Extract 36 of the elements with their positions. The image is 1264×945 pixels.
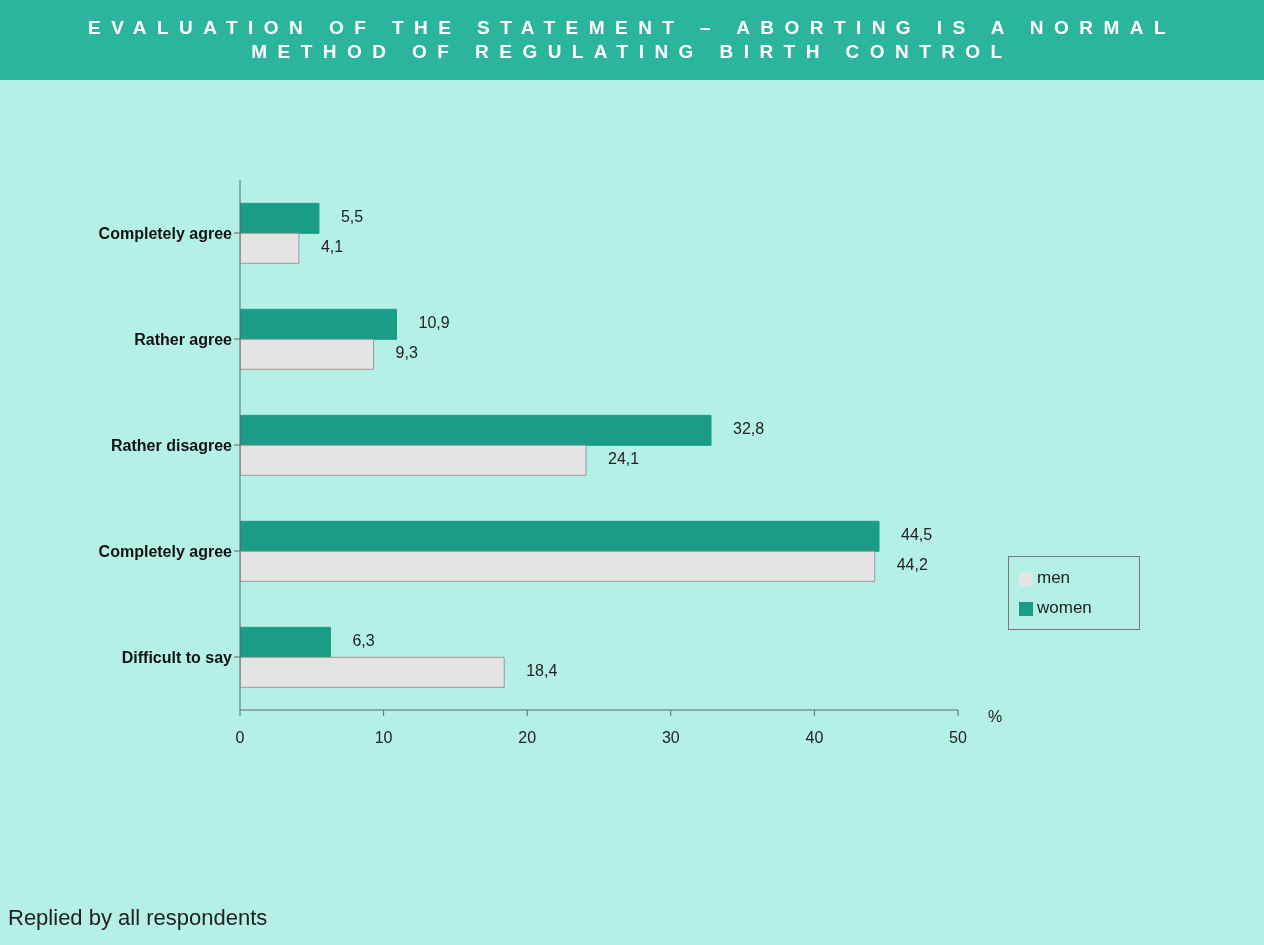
bar [240,232,300,264]
y-tick-label: Completely agree [98,224,233,242]
y-tick-label: Rather agree [134,330,233,348]
data-label: 44,2 [896,556,928,574]
data-label: 44,5 [901,526,933,544]
bar [240,626,331,658]
bar [240,656,505,688]
data-label: 6,3 [352,632,375,650]
x-tick-label: 20 [518,729,537,747]
data-label: 24,1 [608,450,640,468]
bar [240,202,320,234]
bar [240,308,398,340]
bar [240,338,375,370]
bar [240,550,876,582]
data-label: 18,4 [526,662,558,680]
data-label: 32,8 [733,420,765,438]
chart-title: EVALUATION OF THE STATEMENT – ABORTING IS A NORMAL METHOD OF REGULATING BIRTH CONTROL [0,0,1264,80]
text: Replied by all respondents [8,905,268,931]
x-tick-label: 30 [661,729,680,747]
y-tick-label: Rather disagree [111,436,233,454]
bar [240,444,587,476]
x-tick-label: 10 [374,729,393,747]
bar [240,520,880,552]
data-label: 5,5 [340,208,364,226]
bar [240,414,712,446]
x-axis-title: % [988,707,1003,725]
x-tick-label: 0 [235,729,245,747]
legend-label: women [1037,598,1092,617]
y-tick-label: Completely agree [98,542,233,560]
data-label: 4,1 [320,238,344,256]
x-tick-label: 40 [805,729,824,747]
data-label: 9,3 [395,344,418,362]
y-tick-label: Difficult to say [121,648,233,666]
data-label: 10,9 [418,314,450,332]
legend-label: men [1037,568,1071,587]
x-tick-label: 50 [949,729,967,747]
